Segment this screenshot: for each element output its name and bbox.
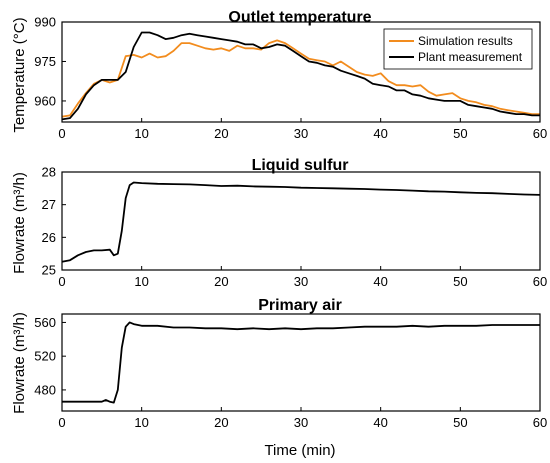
y-tick-label: 560 <box>34 315 56 330</box>
series-line-0-0 <box>61 39 540 118</box>
x-tick-label: 50 <box>453 415 467 430</box>
y-tick-label: 520 <box>34 349 56 364</box>
y-tick-label: 27 <box>42 197 56 212</box>
x-tick-label: 30 <box>294 274 308 289</box>
x-tick-label: 30 <box>294 415 308 430</box>
x-axis-label-time: Time (min) <box>264 442 335 459</box>
plot-area-outlet-temperature: 0 10 20 30 40 50 60 960 975 990 <box>34 15 547 142</box>
x-tick-label: 40 <box>373 415 387 430</box>
legend-label-simulation: Simulation results <box>418 34 513 48</box>
y-tick-label: 26 <box>42 230 56 245</box>
y-axis-label-flowrate-air: Flowrate (m³/h) <box>11 312 28 414</box>
x-tick-label: 20 <box>214 126 228 141</box>
plot-frame <box>61 171 541 271</box>
x-tick-label: 60 <box>533 274 547 289</box>
x-tick-label: 0 <box>58 126 65 141</box>
y-axis-label-flowrate-sulfur: Flowrate (m³/h) <box>11 172 28 274</box>
x-tick-label: 20 <box>214 415 228 430</box>
x-tick-label: 40 <box>373 126 387 141</box>
legend: Simulation results Plant measurement <box>383 28 533 70</box>
y-tick-label: 975 <box>34 54 56 69</box>
x-tick-label: 50 <box>453 274 467 289</box>
x-tick-label: 50 <box>453 126 467 141</box>
plot-area-primary-air: 0 10 20 30 40 50 60 480 520 560 <box>34 313 547 430</box>
x-tick-label: 60 <box>533 415 547 430</box>
x-tick-label: 40 <box>373 274 387 289</box>
chart-title-outlet-temperature: Outlet temperature <box>228 9 371 26</box>
legend-label-plant: Plant measurement <box>418 50 523 64</box>
x-tick-label: 10 <box>134 126 148 141</box>
y-tick-label: 28 <box>42 165 56 180</box>
y-tick-label: 480 <box>34 382 56 397</box>
series-line-2-0 <box>62 321 540 404</box>
y-tick-label: 25 <box>42 263 56 278</box>
y-axis-label-temperature: Temperature (°C) <box>11 17 28 132</box>
x-tick-label: 10 <box>134 415 148 430</box>
panel-primary-air: Primary air Flowrate (m³/h) 0 10 20 30 40 50 6… <box>11 297 547 430</box>
x-tick-label: 0 <box>58 415 65 430</box>
y-tick-label: 960 <box>34 93 56 108</box>
panel-liquid-sulfur: Liquid sulfur Flowrate (m³/h) 0 10 20 30 40 5… <box>11 157 547 289</box>
series-line-0-1 <box>61 31 540 121</box>
chart-title-primary-air: Primary air <box>258 297 342 314</box>
series-line-1-0 <box>61 181 541 263</box>
x-tick-label: 10 <box>134 274 148 289</box>
plot-area-liquid-sulfur: 0 10 20 30 40 50 60 25 26 27 28 <box>42 165 548 290</box>
panel-outlet-temperature: Outlet temperature Temperature (°C) 0 10 2… <box>11 9 547 141</box>
x-tick-label: 20 <box>214 274 228 289</box>
legend-box <box>383 28 533 70</box>
x-tick-label: 0 <box>58 274 65 289</box>
y-tick-label: 990 <box>34 15 56 30</box>
x-tick-label: 60 <box>533 126 547 141</box>
x-tick-label: 30 <box>294 126 308 141</box>
chart-title-liquid-sulfur: Liquid sulfur <box>252 157 349 174</box>
